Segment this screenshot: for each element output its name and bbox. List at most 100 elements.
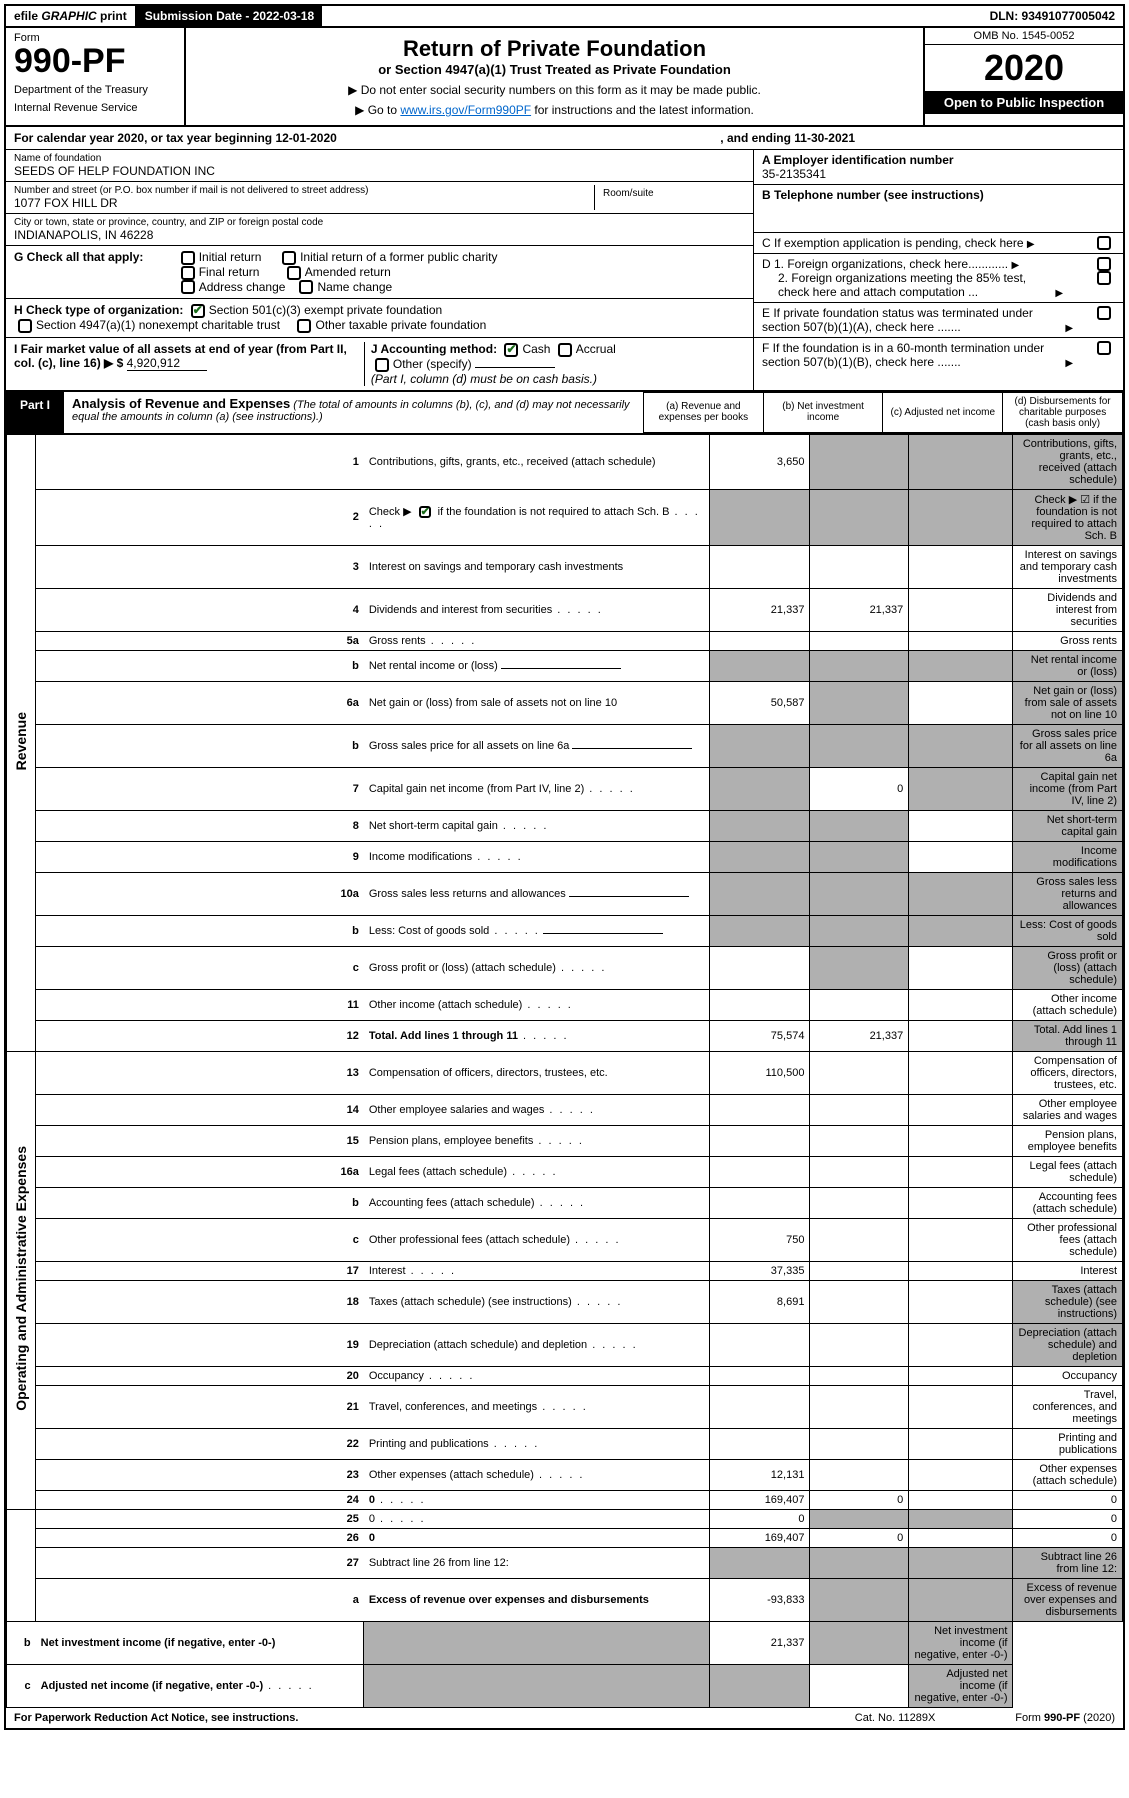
- cell-d: 0: [1013, 1528, 1123, 1547]
- form-number: 990-PF: [14, 44, 176, 78]
- line-desc: Travel, conferences, and meetings: [364, 1385, 710, 1428]
- line-number: 4: [36, 588, 364, 631]
- g-opt-2: Final return: [199, 265, 260, 279]
- table-row: 16aLegal fees (attach schedule)Legal fee…: [7, 1156, 1123, 1187]
- cell-a: [709, 841, 809, 872]
- line-number: 17: [36, 1261, 364, 1280]
- cell-a: [709, 946, 809, 989]
- cb-d2[interactable]: [1097, 271, 1111, 285]
- street-address: 1077 FOX HILL DR: [14, 196, 594, 210]
- cb-other-taxable[interactable]: [297, 319, 311, 333]
- cb-cash[interactable]: [504, 343, 518, 357]
- c-cell: C If exemption application is pending, c…: [754, 233, 1123, 254]
- cell-c: [909, 810, 1013, 841]
- arrow-icon: [1011, 257, 1021, 271]
- cell-a: [709, 489, 809, 545]
- calendar-end: , and ending 11-30-2021: [720, 131, 855, 145]
- line-number: 3: [36, 545, 364, 588]
- efile-box: efile GRAPHIC print: [6, 6, 137, 26]
- cell-c: [909, 841, 1013, 872]
- line-number: c: [7, 1664, 36, 1707]
- line-desc: Gross sales price for all assets on line…: [364, 724, 710, 767]
- g-opt-5: Name change: [317, 280, 392, 294]
- line-number: 26: [36, 1528, 364, 1547]
- table-row: 5aGross rentsGross rents: [7, 631, 1123, 650]
- arrow-icon: [1055, 285, 1065, 299]
- instr-link[interactable]: www.irs.gov/Form990PF: [400, 103, 531, 117]
- city-cell: City or town, state or province, country…: [6, 214, 753, 246]
- cb-final-return[interactable]: [181, 266, 195, 280]
- addr-row: Number and street (or P.O. box number if…: [6, 182, 753, 214]
- cell-b: [810, 489, 909, 545]
- table-row: cGross profit or (loss) (attach schedule…: [7, 946, 1123, 989]
- cb-name-change[interactable]: [299, 280, 313, 294]
- line-desc: Net gain or (loss) from sale of assets n…: [364, 681, 710, 724]
- cell-c: [909, 631, 1013, 650]
- cell-d: Net gain or (loss) from sale of assets n…: [1013, 681, 1123, 724]
- blank-vlabel: [7, 1509, 36, 1621]
- cb-e[interactable]: [1097, 306, 1111, 320]
- cell-d: Excess of revenue over expenses and disb…: [1013, 1578, 1123, 1621]
- cell-a: [709, 1094, 809, 1125]
- cb-d1[interactable]: [1097, 257, 1111, 271]
- line-desc: Net short-term capital gain: [364, 810, 710, 841]
- cell-a: 169,407: [709, 1528, 809, 1547]
- table-row: 17Interest37,335Interest: [7, 1261, 1123, 1280]
- cb-f[interactable]: [1097, 341, 1111, 355]
- col-headers: (a) Revenue and expenses per books (b) N…: [643, 392, 1123, 433]
- cell-b: [810, 545, 909, 588]
- arrow-icon: [1065, 355, 1075, 369]
- cb-amended-return[interactable]: [287, 266, 301, 280]
- i-value: 4,920,912: [127, 356, 207, 371]
- line-desc: Less: Cost of goods sold: [364, 915, 710, 946]
- line-number: b: [36, 1187, 364, 1218]
- table-row: Revenue1Contributions, gifts, grants, et…: [7, 434, 1123, 489]
- cell-d: Pension plans, employee benefits: [1013, 1125, 1123, 1156]
- cell-a: [709, 810, 809, 841]
- footer-right: Form 990-PF (2020): [1015, 1712, 1115, 1724]
- submission-date: Submission Date - 2022-03-18: [137, 6, 322, 26]
- cb-c[interactable]: [1097, 236, 1111, 250]
- cb-initial-return[interactable]: [181, 251, 195, 265]
- cell-a: 3,650: [709, 434, 809, 489]
- line-number: 20: [36, 1366, 364, 1385]
- cb-4947[interactable]: [18, 319, 32, 333]
- cell-c: [909, 1280, 1013, 1323]
- dln: DLN: 93491077005042: [982, 6, 1123, 26]
- instr-2-pre: ▶ Go to: [355, 103, 400, 117]
- cell-c: [909, 767, 1013, 810]
- cell-d: Capital gain net income (from Part IV, l…: [1013, 767, 1123, 810]
- cell-d: Gross sales price for all assets on line…: [1013, 724, 1123, 767]
- cell-b: [810, 1428, 909, 1459]
- line-number: 18: [36, 1280, 364, 1323]
- cb-other-method[interactable]: [375, 358, 389, 372]
- line-number: a: [36, 1578, 364, 1621]
- info-right: A Employer identification number 35-2135…: [753, 150, 1123, 390]
- cell-c: [909, 1218, 1013, 1261]
- cell-c: [909, 1509, 1013, 1528]
- section-ij: I Fair market value of all assets at end…: [6, 338, 753, 390]
- j-other: Other (specify): [393, 357, 472, 371]
- cell-a: 21,337: [709, 588, 809, 631]
- cell-b: [810, 872, 909, 915]
- cb-initial-former[interactable]: [282, 251, 296, 265]
- cell-a: 110,500: [709, 1051, 809, 1094]
- cb-501c3[interactable]: [191, 304, 205, 318]
- j-label: J Accounting method:: [371, 342, 497, 356]
- line-number: 19: [36, 1323, 364, 1366]
- cb-accrual[interactable]: [558, 343, 572, 357]
- cell-a: [709, 1125, 809, 1156]
- e-label: E If private foundation status was termi…: [762, 306, 1062, 334]
- table-row: 20OccupancyOccupancy: [7, 1366, 1123, 1385]
- room-label: Room/suite: [603, 188, 737, 199]
- line-desc: Gross sales less returns and allowances: [364, 872, 710, 915]
- table-row: 18Taxes (attach schedule) (see instructi…: [7, 1280, 1123, 1323]
- line-desc: Income modifications: [364, 841, 710, 872]
- cb-address-change[interactable]: [181, 280, 195, 294]
- part1-desc: Analysis of Revenue and Expenses (The to…: [64, 392, 643, 433]
- cell-b: 21,337: [709, 1621, 809, 1664]
- line-desc: Other expenses (attach schedule): [364, 1459, 710, 1490]
- cell-d: 0: [1013, 1490, 1123, 1509]
- table-row: 6aNet gain or (loss) from sale of assets…: [7, 681, 1123, 724]
- addr-cell: Number and street (or P.O. box number if…: [14, 185, 595, 210]
